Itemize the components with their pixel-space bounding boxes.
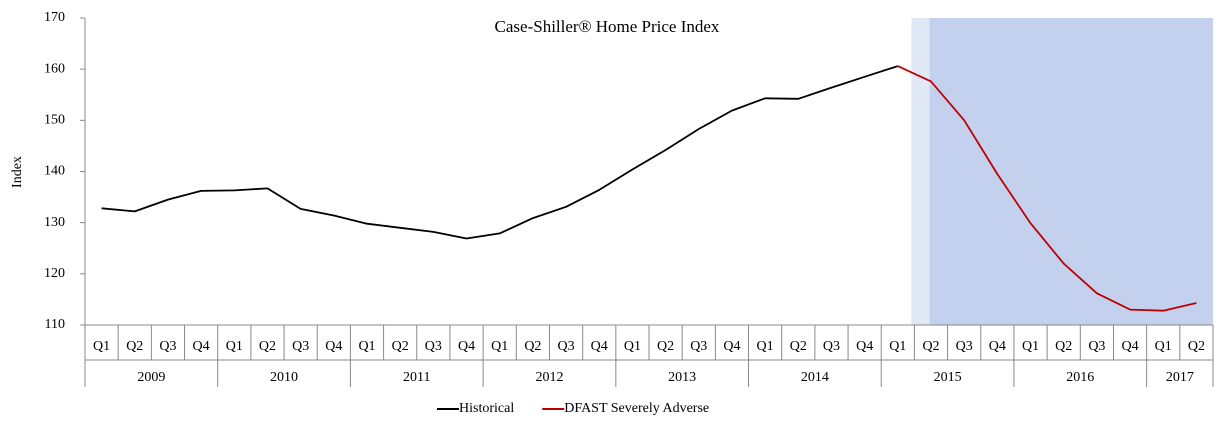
x-tick-label: Q2 — [392, 339, 409, 354]
x-tick-label: Q2 — [657, 339, 674, 354]
year-label: 2014 — [801, 370, 829, 385]
line-series — [897, 65, 1197, 312]
x-tick-label: Q1 — [226, 339, 243, 354]
x-tick-label: Q2 — [126, 339, 143, 354]
x-tick-label: Q4 — [856, 339, 873, 354]
x-tick-label: Q4 — [989, 339, 1006, 354]
x-tick-label: Q1 — [624, 339, 641, 354]
x-tick-label: Q1 — [1022, 339, 1039, 354]
x-tick-label: Q1 — [757, 339, 774, 354]
forecast-shade — [929, 18, 1213, 325]
line-series — [101, 65, 899, 240]
x-tick-label: Q1 — [889, 339, 906, 354]
x-tick-label: Q4 — [193, 339, 210, 354]
y-tick-label: 150 — [44, 113, 65, 128]
year-label: 2017 — [1166, 370, 1194, 385]
x-tick-label: Q4 — [325, 339, 342, 354]
x-tick-label: Q3 — [690, 339, 707, 354]
year-label: 2009 — [137, 370, 165, 385]
x-tick-label: Q2 — [790, 339, 807, 354]
x-tick-label: Q3 — [1088, 339, 1105, 354]
x-tick-label: Q4 — [591, 339, 608, 354]
x-tick-label: Q2 — [1055, 339, 1072, 354]
x-tick-label: Q1 — [491, 339, 508, 354]
x-tick-label: Q3 — [956, 339, 973, 354]
year-label: 2015 — [934, 370, 962, 385]
x-tick-label: Q3 — [823, 339, 840, 354]
chart-title: Case-Shiller® Home Price Index — [495, 17, 720, 36]
x-tick-label: Q1 — [358, 339, 375, 354]
y-tick-label: 170 — [44, 10, 65, 25]
x-tick-label: Q1 — [1155, 339, 1172, 354]
x-tick-label: Q1 — [93, 339, 110, 354]
x-tick-label: Q3 — [557, 339, 574, 354]
y-tick-label: 110 — [45, 317, 65, 332]
x-tick-label: Q4 — [1121, 339, 1138, 354]
y-axis-label: Index — [10, 156, 25, 188]
x-tick-label: Q4 — [723, 339, 740, 354]
x-tick-label: Q2 — [259, 339, 276, 354]
year-label: 2011 — [403, 370, 430, 385]
year-label: 2016 — [1066, 370, 1094, 385]
legend-label: Historical — [459, 401, 514, 416]
x-tick-label: Q2 — [524, 339, 541, 354]
x-tick-label: Q3 — [159, 339, 176, 354]
year-label: 2013 — [668, 370, 696, 385]
x-tick-label: Q4 — [458, 339, 475, 354]
year-label: 2010 — [270, 370, 298, 385]
y-tick-label: 120 — [44, 266, 65, 281]
y-tick-label: 140 — [44, 164, 65, 179]
y-tick-label: 160 — [44, 61, 65, 76]
x-tick-label: Q3 — [292, 339, 309, 354]
year-label: 2012 — [535, 370, 563, 385]
forecast-shade-edge — [911, 18, 930, 325]
x-tick-label: Q3 — [425, 339, 442, 354]
x-tick-label: Q2 — [1188, 339, 1205, 354]
legend-label: DFAST Severely Adverse — [564, 401, 709, 416]
x-tick-label: Q2 — [922, 339, 939, 354]
y-tick-label: 130 — [44, 215, 65, 230]
